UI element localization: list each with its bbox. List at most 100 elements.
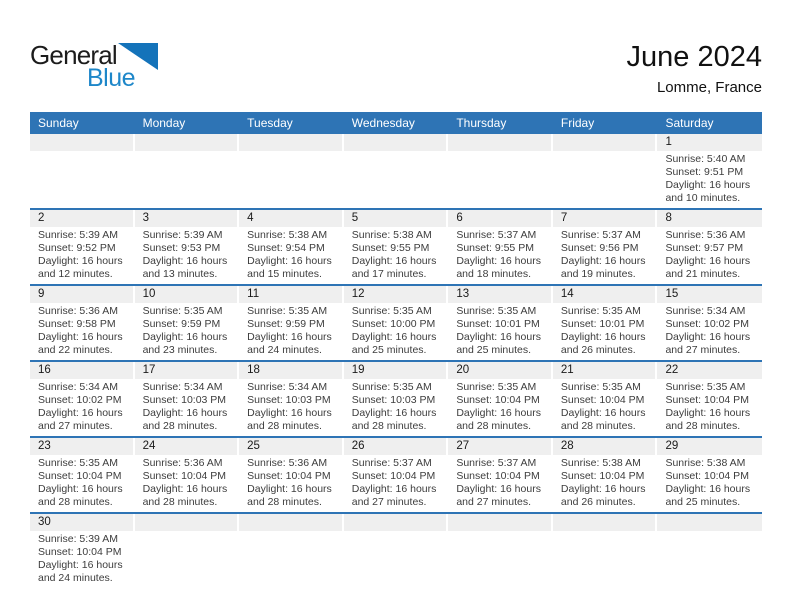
day-details: Sunrise: 5:35 AM Sunset: 10:03 PM Daylight… — [344, 379, 449, 436]
sunset-text: Sunset: 10:04 PM — [351, 470, 436, 482]
day-details — [239, 531, 344, 588]
sunset-text: Sunset: 10:00 PM — [351, 318, 436, 330]
sunset-text: Sunset: 9:58 PM — [38, 318, 116, 330]
sunrise-text: Sunrise: 5:38 AM — [560, 457, 641, 469]
day-number: 18 — [239, 362, 342, 379]
sunrise-text: Sunrise: 5:35 AM — [456, 305, 537, 317]
day-details: Sunrise: 5:37 AM Sunset: 10:04 PM Daylight… — [448, 455, 553, 512]
day-number — [448, 134, 551, 151]
sunrise-text: Sunrise: 5:37 AM — [456, 457, 537, 469]
day-cell-13: 13 Sunrise: 5:35 AM Sunset: 10:01 PM Daylig… — [448, 286, 553, 360]
day-number: 25 — [239, 438, 342, 455]
sunrise-text: Sunrise: 5:36 AM — [142, 457, 223, 469]
day-cell-12: 12 Sunrise: 5:35 AM Sunset: 10:00 PM Daylig… — [343, 286, 449, 360]
sunset-text: Sunset: 10:02 PM — [38, 394, 122, 406]
day-number — [657, 514, 763, 531]
day-number — [134, 134, 238, 151]
day-number: 29 — [657, 438, 763, 455]
day-cell-empty — [30, 134, 135, 208]
sunrise-text: Sunrise: 5:37 AM — [560, 229, 641, 241]
daylight-text: Daylight: 16 hours and 22 minutes. — [38, 331, 123, 356]
day-cell-7: 7 Sunrise: 5:37 AM Sunset: 9:56 PM Daylight… — [552, 210, 658, 284]
day-details: Sunrise: 5:39 AM Sunset: 9:53 PM Daylight:… — [135, 227, 240, 284]
daylight-text: Daylight: 16 hours and 25 minutes. — [665, 483, 751, 508]
day-cell-empty — [343, 514, 449, 588]
day-cell-empty — [239, 134, 344, 208]
daylight-text: Daylight: 16 hours and 18 minutes. — [456, 255, 541, 280]
day-details: Sunrise: 5:35 AM Sunset: 9:59 PM Daylight:… — [239, 303, 344, 360]
daylight-text: Daylight: 16 hours and 28 minutes. — [142, 407, 228, 432]
sunrise-text: Sunrise: 5:35 AM — [247, 305, 328, 317]
daylight-text: Daylight: 16 hours and 15 minutes. — [247, 255, 332, 280]
day-cell-30: 30 Sunrise: 5:39 AM Sunset: 10:04 PM Daylig… — [30, 514, 135, 588]
sunrise-text: Sunrise: 5:35 AM — [351, 305, 432, 317]
sunset-text: Sunset: 10:03 PM — [142, 394, 227, 406]
sunrise-text: Sunrise: 5:34 AM — [38, 381, 118, 393]
day-details: Sunrise: 5:35 AM Sunset: 9:59 PM Daylight:… — [135, 303, 240, 360]
day-cell-2: 2 Sunrise: 5:39 AM Sunset: 9:52 PM Daylight… — [30, 210, 135, 284]
daylight-text: Daylight: 16 hours and 28 minutes. — [456, 407, 541, 432]
sunset-text: Sunset: 10:04 PM — [142, 470, 227, 482]
day-cell-6: 6 Sunrise: 5:37 AM Sunset: 9:55 PM Daylight… — [448, 210, 553, 284]
weekday-saturday: Saturday — [665, 116, 714, 130]
daylight-text: Daylight: 16 hours and 25 minutes. — [456, 331, 541, 356]
day-number — [134, 514, 238, 531]
day-number: 13 — [448, 286, 551, 303]
day-details: Sunrise: 5:36 AM Sunset: 9:58 PM Daylight:… — [30, 303, 135, 360]
sunset-text: Sunset: 9:52 PM — [38, 242, 116, 254]
week-row: 1 Sunrise: 5:40 AM Sunset: 9:51 PM Daylight… — [30, 134, 763, 210]
day-number: 27 — [448, 438, 551, 455]
sunset-text: Sunset: 10:02 PM — [665, 318, 749, 330]
day-cell-empty — [134, 514, 240, 588]
daylight-text: Daylight: 16 hours and 28 minutes. — [142, 483, 228, 508]
sunrise-text: Sunrise: 5:35 AM — [142, 305, 223, 317]
title-block: June 2024 Lomme, France — [627, 42, 762, 96]
daylight-text: Daylight: 16 hours and 13 minutes. — [142, 255, 228, 280]
day-details — [135, 531, 240, 588]
weekday-thursday: Thursday — [456, 116, 507, 130]
sunrise-text: Sunrise: 5:34 AM — [247, 381, 328, 393]
sunset-text: Sunset: 10:04 PM — [38, 546, 122, 558]
day-details: Sunrise: 5:34 AM Sunset: 10:03 PM Daylight… — [239, 379, 344, 436]
day-number — [552, 514, 656, 531]
day-number — [239, 134, 342, 151]
daylight-text: Daylight: 16 hours and 26 minutes. — [560, 483, 646, 508]
day-number — [30, 134, 133, 151]
day-details — [448, 531, 553, 588]
day-details: Sunrise: 5:35 AM Sunset: 10:04 PM Daylight… — [553, 379, 658, 436]
sunset-text: Sunset: 10:04 PM — [665, 394, 749, 406]
day-details: Sunrise: 5:37 AM Sunset: 9:55 PM Daylight:… — [448, 227, 553, 284]
day-number: 21 — [552, 362, 656, 379]
page-header: General Blue June 2024 Lomme, France — [30, 42, 762, 100]
logo-text-blue: Blue — [87, 64, 136, 92]
day-details: Sunrise: 5:36 AM Sunset: 9:57 PM Daylight:… — [657, 227, 762, 284]
day-number: 8 — [657, 210, 763, 227]
sunset-text: Sunset: 10:04 PM — [665, 470, 749, 482]
sunset-text: Sunset: 10:04 PM — [560, 470, 645, 482]
day-number: 10 — [134, 286, 238, 303]
sunset-text: Sunset: 9:55 PM — [456, 242, 534, 254]
weekday-monday: Monday — [142, 116, 186, 130]
day-number: 3 — [134, 210, 238, 227]
week-row: 30 Sunrise: 5:39 AM Sunset: 10:04 PM Daylig… — [30, 514, 763, 588]
sunset-text: Sunset: 10:01 PM — [560, 318, 645, 330]
day-details: Sunrise: 5:37 AM Sunset: 9:56 PM Daylight:… — [553, 227, 658, 284]
sunset-text: Sunset: 9:55 PM — [351, 242, 430, 254]
daylight-text: Daylight: 16 hours and 26 minutes. — [560, 331, 646, 356]
day-details: Sunrise: 5:38 AM Sunset: 10:04 PM Daylight… — [553, 455, 658, 512]
daylight-text: Daylight: 16 hours and 19 minutes. — [560, 255, 646, 280]
calendar-table: Sunday Monday Tuesday Wednesday Thursday… — [30, 112, 763, 588]
day-details: Sunrise: 5:37 AM Sunset: 10:04 PM Daylight… — [344, 455, 449, 512]
day-number: 26 — [343, 438, 447, 455]
day-details: Sunrise: 5:38 AM Sunset: 9:55 PM Daylight:… — [344, 227, 449, 284]
day-number — [552, 134, 656, 151]
day-number: 2 — [30, 210, 133, 227]
day-details: Sunrise: 5:36 AM Sunset: 10:04 PM Daylight… — [135, 455, 240, 512]
weekday-wednesday: Wednesday — [351, 116, 415, 130]
day-number: 12 — [343, 286, 447, 303]
sunrise-text: Sunrise: 5:36 AM — [38, 305, 118, 317]
day-number: 7 — [552, 210, 656, 227]
day-details: Sunrise: 5:39 AM Sunset: 10:04 PM Daylight… — [30, 531, 135, 588]
sunset-text: Sunset: 10:04 PM — [560, 394, 645, 406]
